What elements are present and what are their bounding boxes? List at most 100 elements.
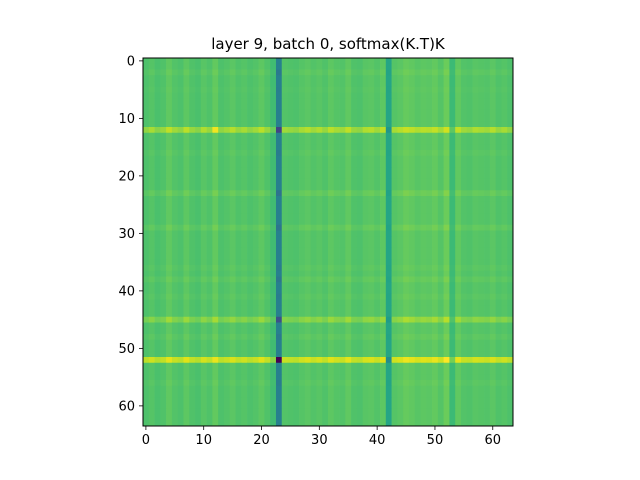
heatmap-cell bbox=[166, 224, 173, 231]
heatmap-cell bbox=[501, 322, 508, 329]
heatmap-cell bbox=[380, 63, 387, 70]
heatmap-cell bbox=[154, 86, 161, 93]
heatmap-cell bbox=[507, 293, 514, 300]
heatmap-cell bbox=[229, 75, 236, 82]
heatmap-cell bbox=[171, 374, 179, 381]
heatmap-cell bbox=[299, 190, 306, 197]
heatmap-cell bbox=[495, 316, 502, 323]
heatmap-cell bbox=[356, 276, 364, 283]
heatmap-cell bbox=[460, 368, 468, 375]
heatmap-cell bbox=[437, 190, 444, 197]
heatmap-cell bbox=[281, 81, 288, 88]
heatmap-cell bbox=[507, 316, 514, 323]
heatmap-cell bbox=[264, 132, 271, 139]
heatmap-cell bbox=[443, 391, 450, 398]
heatmap-cell bbox=[345, 219, 352, 226]
heatmap-cell bbox=[333, 414, 340, 421]
heatmap-cell bbox=[351, 75, 358, 82]
heatmap-cell bbox=[484, 224, 491, 231]
heatmap-cell bbox=[189, 213, 196, 220]
heatmap-cell bbox=[166, 253, 173, 260]
heatmap-cell bbox=[362, 92, 369, 99]
heatmap-cell bbox=[501, 178, 508, 185]
heatmap-cell bbox=[171, 63, 179, 70]
heatmap-cell bbox=[495, 380, 502, 387]
heatmap-cell bbox=[148, 58, 155, 65]
heatmap-cell bbox=[212, 121, 219, 128]
heatmap-cell bbox=[443, 368, 450, 375]
heatmap-cell bbox=[460, 391, 468, 398]
heatmap-cell bbox=[426, 92, 433, 99]
heatmap-cell bbox=[258, 58, 265, 65]
heatmap-cell bbox=[252, 127, 259, 134]
heatmap-cell bbox=[484, 190, 491, 197]
heatmap-cell bbox=[143, 385, 150, 392]
heatmap-cell bbox=[247, 98, 254, 105]
heatmap-cell bbox=[252, 293, 259, 300]
heatmap-cell bbox=[385, 357, 392, 364]
heatmap-cell bbox=[195, 351, 202, 358]
heatmap-cell bbox=[460, 414, 468, 421]
heatmap-cell bbox=[160, 196, 167, 203]
heatmap-cell bbox=[507, 339, 514, 346]
heatmap-cell bbox=[432, 132, 439, 139]
heatmap-cell bbox=[316, 132, 323, 139]
heatmap-cell bbox=[171, 213, 179, 220]
heatmap-cell bbox=[223, 414, 231, 421]
heatmap-cell bbox=[449, 144, 456, 151]
heatmap-cell bbox=[154, 403, 161, 410]
heatmap-cell bbox=[443, 86, 450, 93]
heatmap-cell bbox=[397, 299, 404, 306]
heatmap-cell bbox=[432, 385, 439, 392]
heatmap-cell bbox=[489, 58, 497, 65]
heatmap-cell bbox=[281, 420, 288, 427]
heatmap-cell bbox=[455, 357, 462, 364]
heatmap-cell bbox=[380, 58, 387, 65]
heatmap-cell bbox=[408, 293, 416, 300]
heatmap-cell bbox=[264, 265, 271, 272]
heatmap-cell bbox=[241, 385, 248, 392]
heatmap-cell bbox=[339, 115, 346, 122]
heatmap-cell bbox=[478, 420, 485, 427]
heatmap-cell bbox=[270, 293, 277, 300]
heatmap-cell bbox=[247, 115, 254, 122]
heatmap-cell bbox=[420, 420, 427, 427]
heatmap-cell bbox=[507, 270, 514, 277]
heatmap-cell bbox=[270, 311, 277, 318]
heatmap-cell bbox=[304, 334, 312, 341]
heatmap-cell bbox=[380, 368, 387, 375]
heatmap-cell bbox=[362, 242, 369, 249]
heatmap-cell bbox=[270, 190, 277, 197]
heatmap-cell bbox=[310, 161, 317, 168]
heatmap-cell bbox=[166, 362, 173, 369]
heatmap-cell bbox=[160, 178, 167, 185]
heatmap-cell bbox=[241, 104, 248, 111]
heatmap-cell bbox=[177, 178, 184, 185]
heatmap-cell bbox=[414, 104, 421, 111]
heatmap-cell bbox=[466, 351, 473, 358]
heatmap-cell bbox=[200, 374, 207, 381]
heatmap-cell bbox=[345, 270, 352, 277]
heatmap-cell bbox=[171, 104, 179, 111]
heatmap-cell bbox=[275, 63, 283, 70]
heatmap-cell bbox=[160, 230, 167, 237]
heatmap-cell bbox=[281, 213, 288, 220]
heatmap-cell bbox=[154, 104, 161, 111]
heatmap-cell bbox=[426, 69, 433, 76]
heatmap-cell bbox=[489, 270, 497, 277]
heatmap-cell bbox=[206, 374, 213, 381]
heatmap-cell bbox=[183, 144, 190, 151]
heatmap-cell bbox=[247, 86, 254, 93]
heatmap-cell bbox=[258, 253, 265, 260]
heatmap-cell bbox=[385, 184, 392, 191]
heatmap-cell bbox=[287, 138, 294, 145]
heatmap-cell bbox=[258, 259, 265, 266]
heatmap-cell bbox=[403, 63, 410, 70]
heatmap-cell bbox=[241, 92, 248, 99]
heatmap-cell bbox=[466, 339, 473, 346]
heatmap-cell bbox=[264, 328, 271, 335]
heatmap-cell bbox=[235, 259, 242, 266]
heatmap-cell bbox=[281, 98, 288, 105]
heatmap-cell bbox=[160, 236, 167, 243]
heatmap-cell bbox=[275, 328, 283, 335]
